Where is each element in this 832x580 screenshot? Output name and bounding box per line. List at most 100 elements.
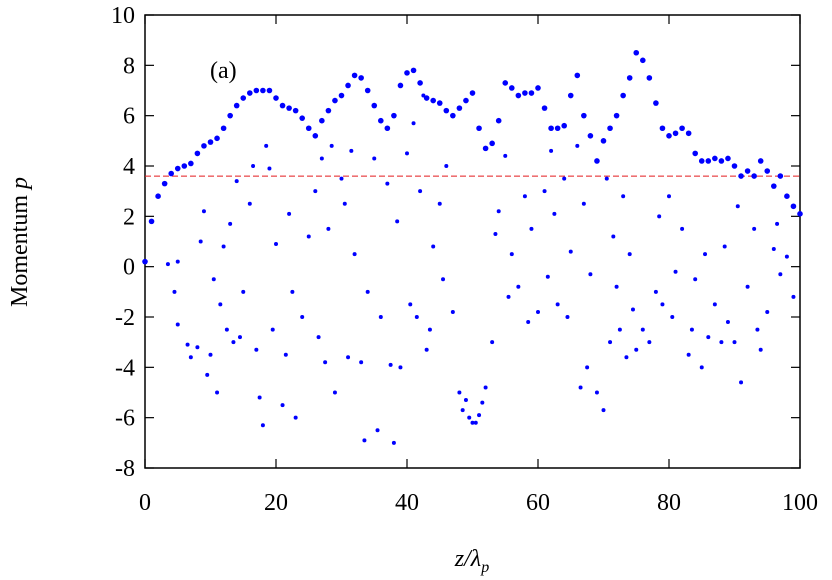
data-point: [359, 360, 364, 365]
data-point: [253, 87, 260, 94]
data-point: [424, 347, 429, 352]
data-point: [208, 352, 213, 357]
data-point: [574, 72, 581, 79]
data-point: [313, 189, 318, 194]
data-point: [751, 173, 757, 179]
data-point: [345, 82, 351, 89]
data-point: [529, 226, 534, 231]
data-point: [299, 115, 306, 121]
data-point: [467, 415, 472, 420]
data-point: [450, 309, 455, 314]
data-point: [155, 193, 161, 199]
data-point: [646, 75, 653, 81]
data-point: [273, 95, 279, 101]
data-point: [266, 87, 273, 94]
data-point: [205, 372, 210, 377]
y-tick-label: 10: [111, 3, 135, 29]
data-point: [161, 180, 168, 187]
data-point: [395, 219, 400, 224]
data-point: [777, 173, 784, 179]
data-point: [234, 179, 239, 184]
data-point: [391, 112, 397, 119]
data-point: [450, 112, 456, 119]
y-axis-label: Momentum p: [7, 177, 33, 307]
data-point: [168, 170, 174, 177]
data-point: [495, 117, 502, 124]
data-point: [283, 352, 288, 357]
data-point: [411, 121, 416, 126]
data-point: [365, 289, 370, 294]
data-point: [771, 183, 777, 189]
data-point: [142, 258, 148, 265]
y-tick-label: 0: [123, 255, 135, 281]
data-point: [220, 125, 227, 132]
data-point: [745, 284, 750, 289]
data-point: [312, 133, 319, 139]
data-point: [679, 125, 685, 132]
data-point: [680, 226, 685, 231]
data-point: [657, 214, 662, 219]
data-point: [218, 302, 223, 307]
x-label-text: z/λ: [454, 546, 481, 572]
data-point: [325, 107, 332, 114]
data-point: [215, 390, 220, 395]
data-point: [228, 221, 233, 226]
y-tick-label: 8: [123, 53, 135, 79]
data-point: [352, 252, 357, 257]
data-point: [626, 75, 633, 81]
data-point: [685, 130, 692, 137]
y-label-text: Momentum: [7, 189, 33, 307]
data-point: [388, 362, 393, 367]
data-point: [670, 315, 675, 319]
data-point: [194, 150, 201, 157]
y-tick-label: 2: [123, 204, 135, 230]
data-point: [319, 156, 324, 161]
data-point: [705, 158, 712, 164]
data-point: [627, 252, 632, 257]
data-point: [758, 347, 763, 352]
data-point: [286, 105, 292, 111]
data-point: [292, 107, 299, 114]
data-point: [666, 133, 672, 139]
data-point: [686, 352, 691, 357]
data-point: [778, 272, 783, 277]
data-point: [752, 226, 757, 231]
data-point: [653, 100, 659, 106]
data-point: [201, 143, 207, 149]
data-point: [604, 176, 609, 181]
data-point: [306, 234, 311, 239]
data-point: [784, 254, 789, 259]
data-point: [567, 92, 574, 99]
data-point: [316, 335, 321, 340]
data-point: [640, 327, 645, 332]
data-point: [241, 289, 246, 294]
data-point: [594, 390, 599, 395]
data-point: [542, 189, 547, 194]
data-point: [436, 100, 443, 106]
data-point: [372, 156, 377, 161]
y-tick-label: -2: [115, 305, 135, 331]
data-point: [414, 315, 419, 319]
data-point: [423, 95, 430, 101]
data-point: [378, 315, 383, 319]
data-point: [673, 269, 678, 274]
data-point: [554, 125, 561, 132]
data-point: [251, 164, 256, 168]
data-point: [791, 294, 796, 299]
data-point: [653, 289, 658, 294]
data-point: [732, 340, 737, 345]
data-point: [731, 163, 738, 169]
data-point: [535, 85, 541, 91]
data-point: [221, 244, 226, 249]
data-point: [549, 148, 554, 153]
data-point: [613, 112, 620, 119]
data-point: [346, 355, 351, 360]
data-point: [718, 158, 725, 164]
data-point: [703, 252, 708, 257]
data-point: [417, 80, 423, 86]
data-point: [698, 158, 705, 164]
data-point: [735, 204, 740, 209]
data-point: [260, 423, 265, 428]
data-point: [483, 385, 488, 390]
data-point: [371, 102, 378, 109]
